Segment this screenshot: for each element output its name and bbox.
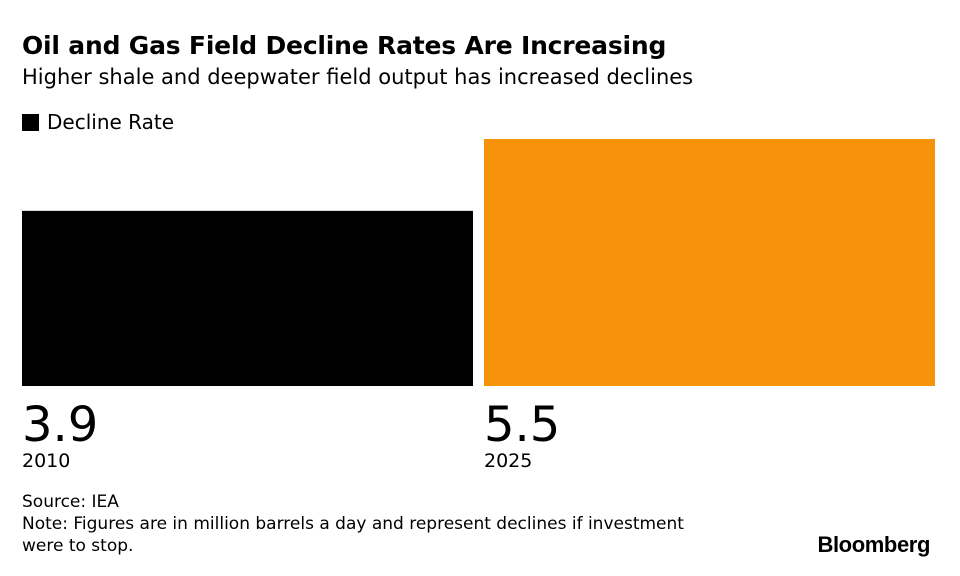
- category-label-2025: 2025: [484, 450, 532, 472]
- source-note: Source: IEA Note: Figures are in million…: [22, 491, 722, 557]
- chart-subtitle: Higher shale and deepwater field output …: [22, 65, 694, 89]
- chart-title: Oil and Gas Field Decline Rates Are Incr…: [22, 31, 667, 60]
- bar-2025: [484, 139, 935, 386]
- bloomberg-logo: Bloomberg: [817, 532, 930, 557]
- legend-label: Decline Rate: [47, 110, 175, 134]
- legend-swatch-icon: [22, 113, 39, 131]
- value-label-2025: 5.5: [484, 397, 560, 453]
- note-text: Note: Figures are in million barrels a d…: [22, 514, 684, 556]
- source-text: Source: IEA: [22, 492, 119, 512]
- value-label-2010: 3.9: [22, 397, 98, 453]
- category-label-2010: 2010: [22, 450, 70, 472]
- legend: Decline Rate: [22, 110, 174, 134]
- bar-2010: [22, 210, 473, 386]
